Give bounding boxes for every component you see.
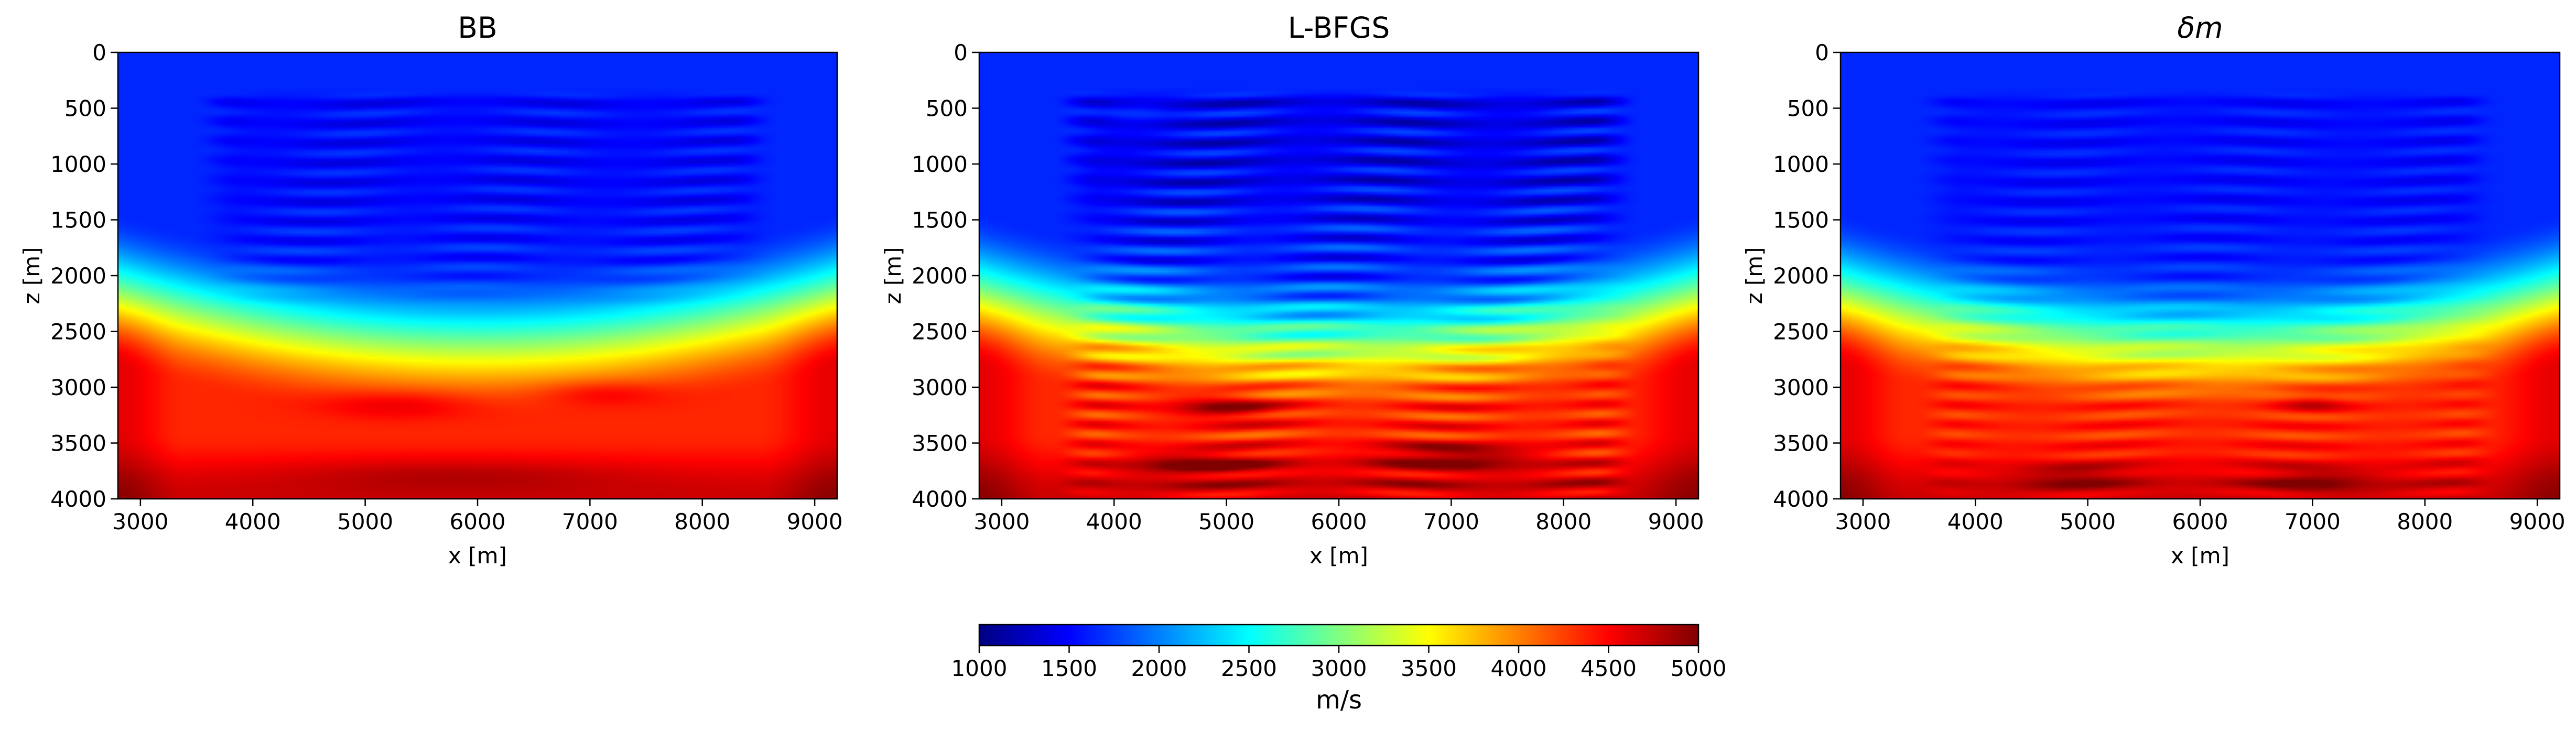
heatmap-image xyxy=(1841,52,2560,499)
heatmap-panel-1 xyxy=(117,51,838,500)
panel-title: L-BFGS xyxy=(1288,11,1390,45)
x-tick-label: 5000 xyxy=(337,509,393,534)
colorbar-tick-label: 1500 xyxy=(1041,656,1097,681)
x-tick-label: 4000 xyxy=(1086,509,1142,534)
y-tick-label: 3000 xyxy=(50,375,106,400)
y-tick-label: 500 xyxy=(926,96,968,122)
x-tick-label: 3000 xyxy=(1835,509,1891,534)
colorbar-tick-label: 1000 xyxy=(951,656,1008,681)
colorbar-label: m/s xyxy=(1316,685,1362,715)
x-tick-label: 3000 xyxy=(112,509,168,534)
heatmap-panel-3 xyxy=(1839,51,2561,500)
y-tick-label: 0 xyxy=(954,40,968,66)
y-tick-label: 2500 xyxy=(1773,319,1829,345)
y-tick-label: 1000 xyxy=(912,151,968,177)
y-tick-label: 0 xyxy=(1815,40,1829,66)
x-tick-label: 4000 xyxy=(225,509,281,534)
y-tick-label: 2500 xyxy=(912,319,968,345)
x-tick-label: 6000 xyxy=(1311,509,1367,534)
y-tick-label: 4000 xyxy=(1773,486,1829,512)
y-tick-label: 4000 xyxy=(50,486,106,512)
colorbar-tick-label: 5000 xyxy=(1671,656,1727,681)
colorbar-tick-label: 4500 xyxy=(1581,656,1637,681)
x-tick-label: 8000 xyxy=(2397,509,2453,534)
y-tick-label: 2000 xyxy=(912,263,968,289)
x-axis-label: x [m] xyxy=(2171,543,2229,569)
x-tick-label: 9000 xyxy=(1648,509,1704,534)
x-tick-label: 3000 xyxy=(973,509,1030,534)
x-tick-label: 8000 xyxy=(1535,509,1592,534)
y-tick-label: 2500 xyxy=(50,319,106,345)
y-tick-label: 3000 xyxy=(912,375,968,400)
x-tick-label: 5000 xyxy=(1198,509,1254,534)
y-tick-label: 0 xyxy=(92,40,106,66)
colorbar-tick-label: 3500 xyxy=(1401,656,1457,681)
x-tick-label: 5000 xyxy=(2060,509,2116,534)
heatmap-panel-2 xyxy=(978,51,1700,500)
y-tick-label: 1500 xyxy=(1773,208,1829,233)
colorbar-tick-label: 4000 xyxy=(1491,656,1547,681)
colorbar xyxy=(978,624,1700,647)
x-tick-label: 9000 xyxy=(787,509,843,534)
y-tick-label: 1500 xyxy=(912,208,968,233)
y-axis-label: z [m] xyxy=(880,247,906,304)
y-tick-label: 500 xyxy=(1787,96,1829,122)
y-tick-label: 1000 xyxy=(1773,151,1829,177)
y-axis-label: z [m] xyxy=(19,247,45,304)
y-tick-label: 3000 xyxy=(1773,375,1829,400)
x-axis-label: x [m] xyxy=(1309,543,1368,569)
y-tick-label: 1500 xyxy=(50,208,106,233)
x-tick-label: 8000 xyxy=(674,509,730,534)
panel-title: BB xyxy=(458,11,497,45)
y-tick-label: 2000 xyxy=(50,263,106,289)
x-tick-label: 6000 xyxy=(450,509,506,534)
panel-title: δm xyxy=(2177,11,2223,45)
colorbar-tick-label: 3000 xyxy=(1311,656,1367,681)
y-tick-label: 3500 xyxy=(1773,431,1829,456)
y-tick-label: 4000 xyxy=(912,486,968,512)
heatmap-image xyxy=(118,52,837,499)
y-tick-label: 1000 xyxy=(50,151,106,177)
heatmap-image xyxy=(979,52,1698,499)
y-tick-label: 2000 xyxy=(1773,263,1829,289)
colorbar-tick-label: 2500 xyxy=(1221,656,1277,681)
x-tick-label: 4000 xyxy=(1947,509,2004,534)
x-tick-label: 7000 xyxy=(1423,509,1479,534)
y-tick-label: 500 xyxy=(64,96,106,122)
x-tick-label: 9000 xyxy=(2509,509,2566,534)
colorbar-tick-label: 2000 xyxy=(1131,656,1187,681)
y-axis-label: z [m] xyxy=(1741,247,1767,304)
x-tick-label: 7000 xyxy=(562,509,618,534)
y-tick-label: 3500 xyxy=(912,431,968,456)
x-axis-label: x [m] xyxy=(448,543,507,569)
x-tick-label: 6000 xyxy=(2172,509,2228,534)
y-tick-label: 3500 xyxy=(50,431,106,456)
x-tick-label: 7000 xyxy=(2285,509,2341,534)
